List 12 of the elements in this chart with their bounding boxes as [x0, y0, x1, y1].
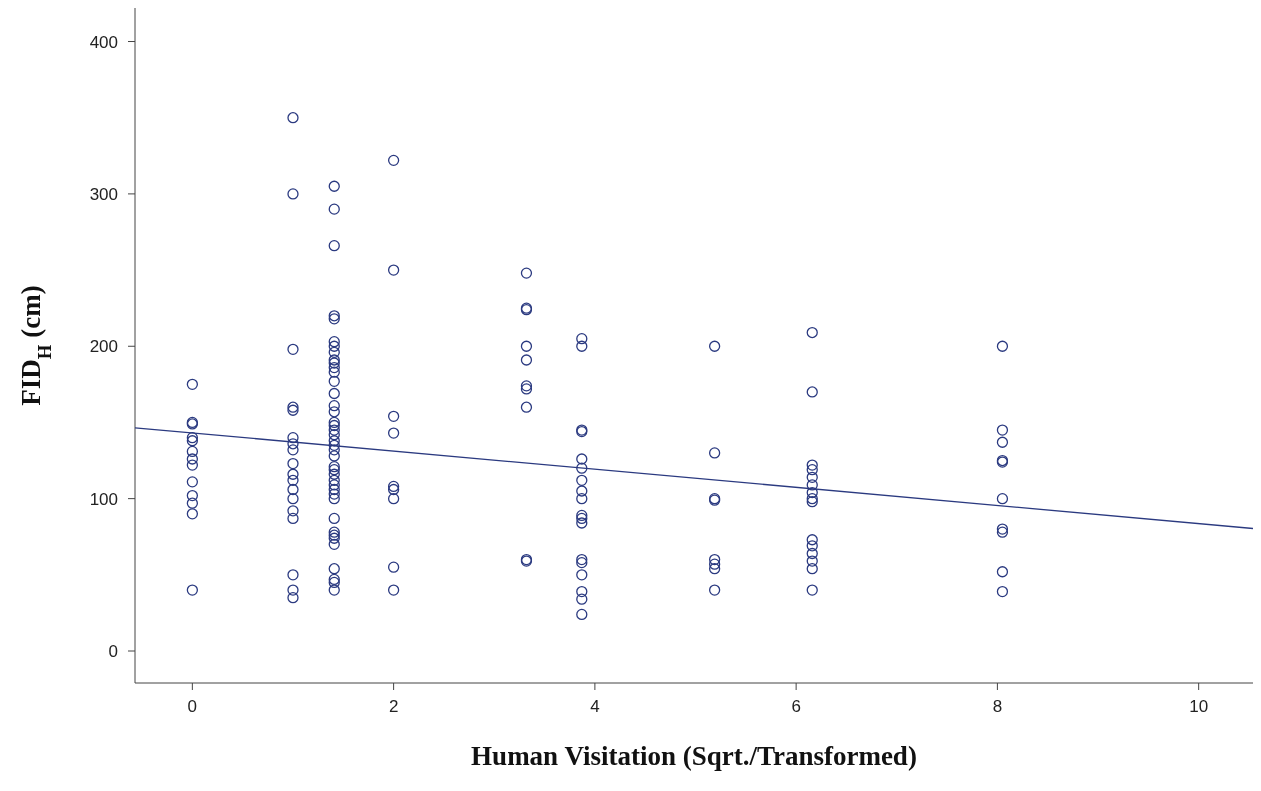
x-tick-label: 6	[791, 697, 801, 717]
x-tick-label: 10	[1189, 697, 1209, 717]
y-tick-label: 0	[108, 642, 118, 662]
y-tick-label: 200	[89, 337, 118, 357]
x-tick-label: 0	[187, 697, 198, 717]
x-tick-label: 2	[388, 697, 399, 717]
y-tick-label: 400	[89, 32, 118, 52]
y-tick-label: 100	[89, 489, 118, 509]
x-tick-label: 8	[992, 697, 1003, 717]
x-axis-title: Human Visitation (Sqrt./Transformed)	[471, 741, 917, 771]
y-tick-label: 300	[89, 184, 118, 204]
x-tick-label: 4	[590, 697, 600, 717]
